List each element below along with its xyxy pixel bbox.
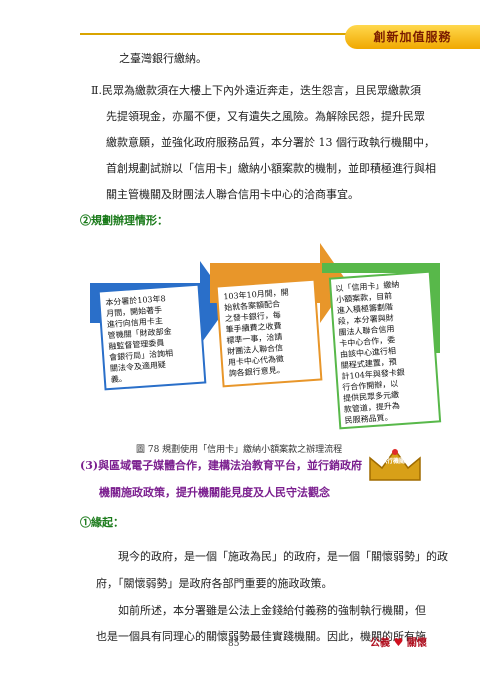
- heart-icon: ♥: [393, 636, 404, 649]
- footer-left-text: 公義: [370, 638, 390, 649]
- box-1-bg: [97, 283, 207, 391]
- process-flow-diagram: 本分署於103年8 月間，開始著手 進行向信用卡主 管機關「財政部金 融監督管理…: [90, 243, 450, 433]
- crown-icon: [369, 448, 421, 481]
- header-badge: 創新加值服務: [345, 25, 480, 49]
- section3-heading-line2: 機關施政政策，提升機關能見度及人民守法觀念: [99, 486, 330, 499]
- body-line: 如前所述，本分署雖是公法上金錢給付義務的強制執行機關，但: [118, 604, 426, 617]
- flow-step-3-text: 以「信用卡」繳納 小額案款，目前 進入積極籌劃階 段，本分署與財 團法人聯合信用…: [335, 279, 406, 426]
- paragraph-line: Ⅱ.民眾為繳款須在大樓上下內外遠近奔走，迭生怨言，且民眾繳款須: [91, 84, 421, 97]
- header-bar: 創新加值服務: [0, 25, 480, 51]
- paragraph-line: 先提領現金，亦屬不便，又有遺失之風險。為解除民怨，提升民眾: [106, 110, 425, 123]
- footer-badge: 公義 ♥ 關懷: [370, 634, 427, 649]
- page-number: 85: [228, 639, 240, 649]
- crown-label: 執行機關王: [380, 458, 411, 465]
- body-line: 現今的政府，是一個「施政為民」的政府，是一個「關懷弱勢」的政: [118, 550, 448, 563]
- body-line: 也是一個具有同理心的關懷弱勢最佳實踐機關。因此，機關的所有施: [96, 630, 426, 643]
- body-line: 府，「關懷弱勢」是政府各部門重要的施政政策。: [96, 577, 333, 590]
- paragraph-line: 關主管機關及財團法人聯合信用卡中心的洽商事宜。: [106, 188, 359, 201]
- footer-right-text: 關懷: [406, 638, 427, 649]
- flow-arrows: [90, 243, 442, 430]
- paragraph-line: 首創規劃試辦以「信用卡」繳納小額案款的機制，並即積極進行與相: [106, 162, 436, 175]
- section-heading: ②規劃辦理情形：: [80, 214, 168, 227]
- paragraph-line: 繳款意願，並強化政府服務品質，本分署於 13 個行政執行機關中，: [106, 136, 435, 149]
- paragraph-line: 之臺灣銀行繳納。: [119, 52, 207, 65]
- section3-heading-line1: (3)與區域電子媒體合作，建構法治教育平台，並行銷政府: [80, 459, 363, 472]
- flow-step-1-text: 本分署於103年8 月間，開始著手 進行向信用卡主 管機關「財政部金 融監督管理…: [105, 294, 174, 385]
- header-rule: [80, 33, 480, 35]
- box-3-bg: [328, 270, 442, 430]
- box-2-bg: [215, 278, 323, 388]
- flow-step-2-text: 103年10月間，開 始就各案額配合 之發卡銀行，每 筆手續費之收費 標準一事，…: [223, 287, 290, 379]
- subsection-heading: ①緣起：: [80, 516, 124, 529]
- figure-caption: 圖 78 規劃使用「信用卡」繳納小額案款之辦理流程: [136, 445, 343, 455]
